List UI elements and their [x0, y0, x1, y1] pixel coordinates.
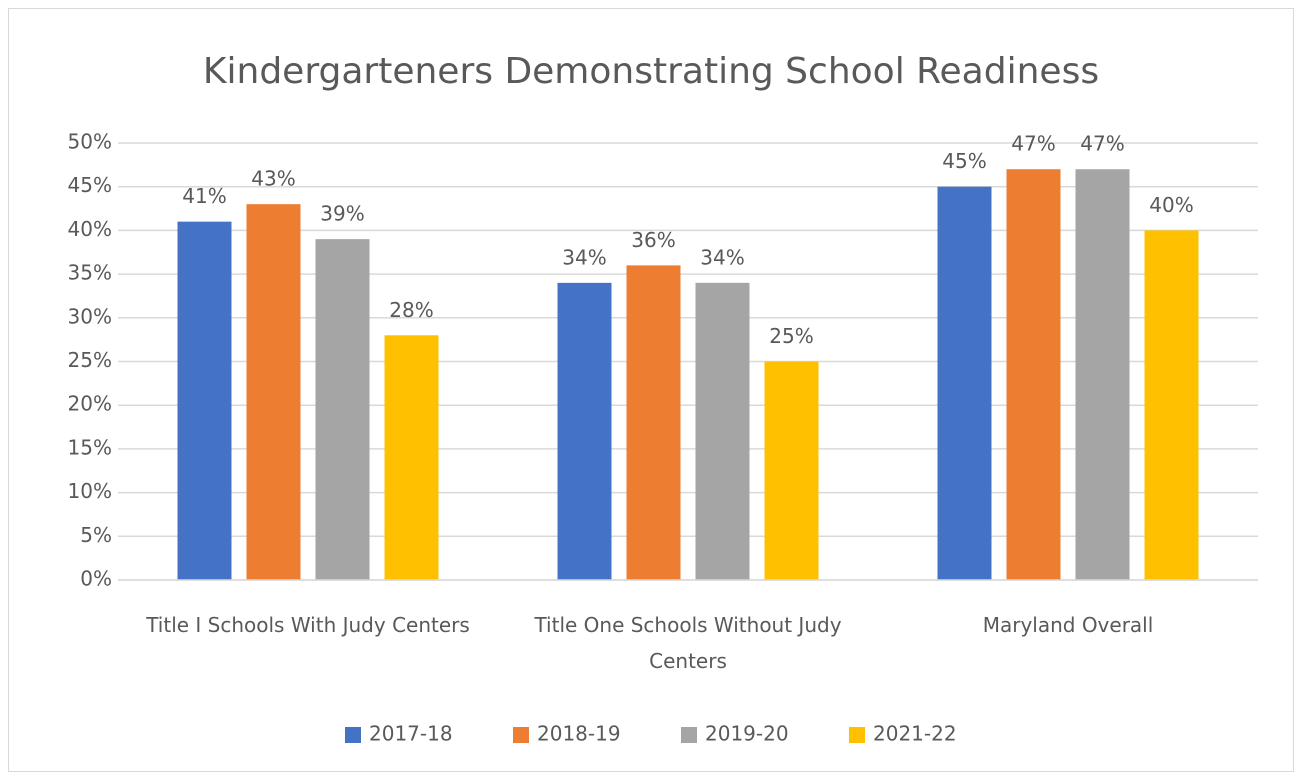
y-tick-label: 20% [68, 392, 112, 416]
x-tick-label: Maryland Overall [982, 613, 1154, 637]
data-label: 47% [1011, 132, 1055, 156]
legend-swatch [681, 727, 697, 743]
data-label: 34% [562, 245, 606, 269]
data-label: 47% [1080, 132, 1124, 156]
legend-label: 2021-22 [873, 722, 957, 746]
legend-label: 2018-19 [537, 722, 621, 746]
y-tick-label: 30% [68, 304, 112, 328]
data-label: 45% [942, 149, 986, 173]
bar [1075, 169, 1130, 580]
bar [315, 239, 370, 580]
y-tick-label: 45% [68, 173, 112, 197]
bar [1144, 230, 1199, 580]
legend-label: 2019-20 [705, 722, 789, 746]
data-label: 36% [631, 228, 675, 252]
y-tick-label: 35% [68, 261, 112, 285]
bar [1006, 169, 1061, 580]
chart-title: Kindergarteners Demonstrating School Rea… [203, 51, 1099, 92]
bar [177, 221, 232, 580]
data-label: 43% [251, 167, 295, 191]
data-label: 34% [700, 245, 744, 269]
legend-label: 2017-18 [369, 722, 453, 746]
legend-swatch [513, 727, 529, 743]
bar [384, 335, 439, 580]
y-tick-label: 25% [68, 348, 112, 372]
bar [764, 361, 819, 580]
data-label: 41% [182, 184, 226, 208]
y-tick-label: 40% [68, 217, 112, 241]
bar [557, 282, 612, 580]
y-tick-label: 0% [80, 567, 112, 591]
bar [246, 204, 301, 580]
y-tick-label: 5% [80, 523, 112, 547]
x-tick-label: Title I Schools With Judy Centers [146, 613, 470, 637]
legend-swatch [345, 727, 361, 743]
bar [695, 282, 750, 580]
legend-swatch [849, 727, 865, 743]
data-label: 25% [769, 324, 813, 348]
data-label: 28% [389, 298, 433, 322]
y-tick-label: 15% [68, 435, 112, 459]
data-label: 39% [320, 202, 364, 226]
y-tick-label: 10% [68, 479, 112, 503]
bar [937, 186, 992, 580]
data-label: 40% [1149, 193, 1193, 217]
x-tick-label: Title One Schools Without Judy Centers [534, 613, 842, 673]
y-tick-label: 50% [68, 130, 112, 154]
bar [626, 265, 681, 580]
